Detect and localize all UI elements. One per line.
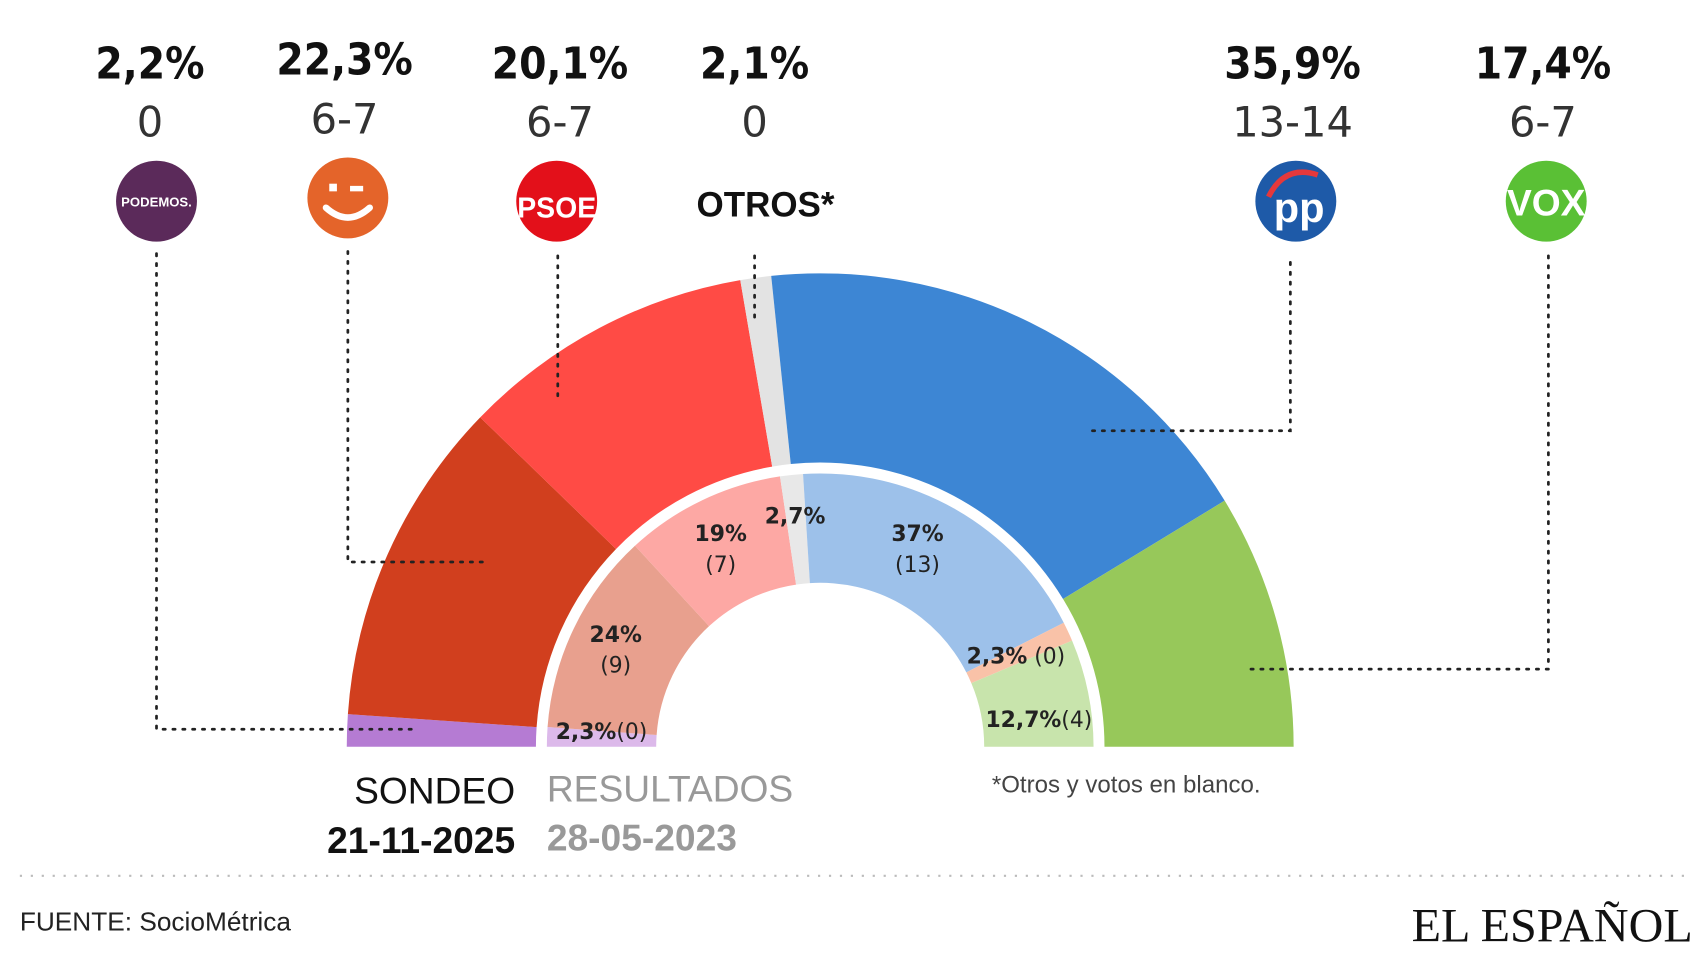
inner-label-pp: 37% — [891, 522, 943, 547]
inner-label-podemos: 2,3%(0) — [556, 720, 648, 745]
inner-label-cs: 2,3% (0) — [967, 645, 1066, 670]
inner-label-masmadrid: 24% — [590, 623, 642, 648]
party-headers: 2,2% 0 22,3% 6-7 20,1% 6-7 2,1% 0 35,9% … — [95, 34, 1611, 146]
source: FUENTE: SocioMétrica — [20, 906, 292, 936]
pp-seats: 13-14 — [1232, 98, 1353, 147]
outer-segment-0 — [346, 714, 537, 747]
svg-text:PODEMOS.: PODEMOS. — [121, 195, 192, 210]
otros-label: OTROS* — [697, 185, 835, 224]
inner-segment-2 — [634, 476, 797, 627]
outer-segment-3 — [740, 275, 791, 467]
podemos-logo: PODEMOS. — [116, 160, 197, 242]
mas-madrid-logo — [307, 157, 389, 239]
sondeo-label: SONDEO — [354, 770, 515, 812]
inner-seats-psoe: (7) — [705, 553, 736, 578]
vox-logo: VOX — [1505, 160, 1587, 242]
pp-logo: pp — [1255, 160, 1337, 242]
inner-segment-0 — [546, 727, 657, 747]
svg-text:PSOE: PSOE — [517, 193, 596, 225]
otros-seats: 0 — [741, 98, 767, 147]
inner-label-vox: 12,7%(4) — [985, 708, 1092, 733]
otros-pct: 2,1% — [700, 39, 809, 90]
outer-segment-4 — [771, 273, 1225, 600]
podemos-pct: 2,2% — [95, 39, 204, 90]
outer-segment-5 — [1063, 500, 1294, 747]
resultados-date: 28-05-2023 — [547, 817, 737, 859]
outer-segment-2 — [480, 280, 773, 549]
inner-seats-pp: (13) — [895, 553, 940, 578]
pp-pct: 35,9% — [1224, 39, 1360, 90]
psoe-logo: PSOE — [516, 160, 598, 242]
svg-text:pp: pp — [1274, 184, 1325, 231]
podemos-seats: 0 — [137, 98, 163, 147]
inner-ring — [546, 473, 1094, 747]
inner-labels: 2,3%(0) 24% (9) 19% (7) 2,7% 37% (13) 2,… — [556, 505, 1093, 745]
leader-lines — [155, 250, 1550, 731]
outer-ring — [346, 273, 1294, 747]
inner-segment-3 — [779, 473, 810, 585]
vox-seats: 6-7 — [1509, 98, 1577, 147]
inner-segment-5 — [966, 622, 1073, 684]
inner-segment-4 — [803, 473, 1064, 673]
svg-text:VOX: VOX — [1507, 181, 1586, 223]
vox-pct: 17,4% — [1475, 39, 1611, 90]
brand-logo: EL ESPAÑOL — [1412, 899, 1693, 952]
psoe-pct: 20,1% — [492, 39, 628, 90]
psoe-seats: 6-7 — [526, 98, 594, 147]
inner-segment-6 — [971, 640, 1094, 747]
footnote: *Otros y votos en blanco. — [992, 772, 1261, 799]
masmadrid-pct: 22,3% — [276, 34, 412, 85]
masmadrid-seats: 6-7 — [311, 94, 379, 143]
resultados-label: RESULTADOS — [547, 767, 793, 809]
inner-label-psoe: 19% — [695, 522, 747, 547]
sondeo-date: 21-11-2025 — [327, 819, 515, 861]
inner-label-otros: 2,7% — [765, 505, 826, 530]
outer-segment-1 — [347, 417, 617, 728]
inner-segment-1 — [547, 545, 710, 735]
inner-seats-masmadrid: (9) — [600, 653, 631, 678]
